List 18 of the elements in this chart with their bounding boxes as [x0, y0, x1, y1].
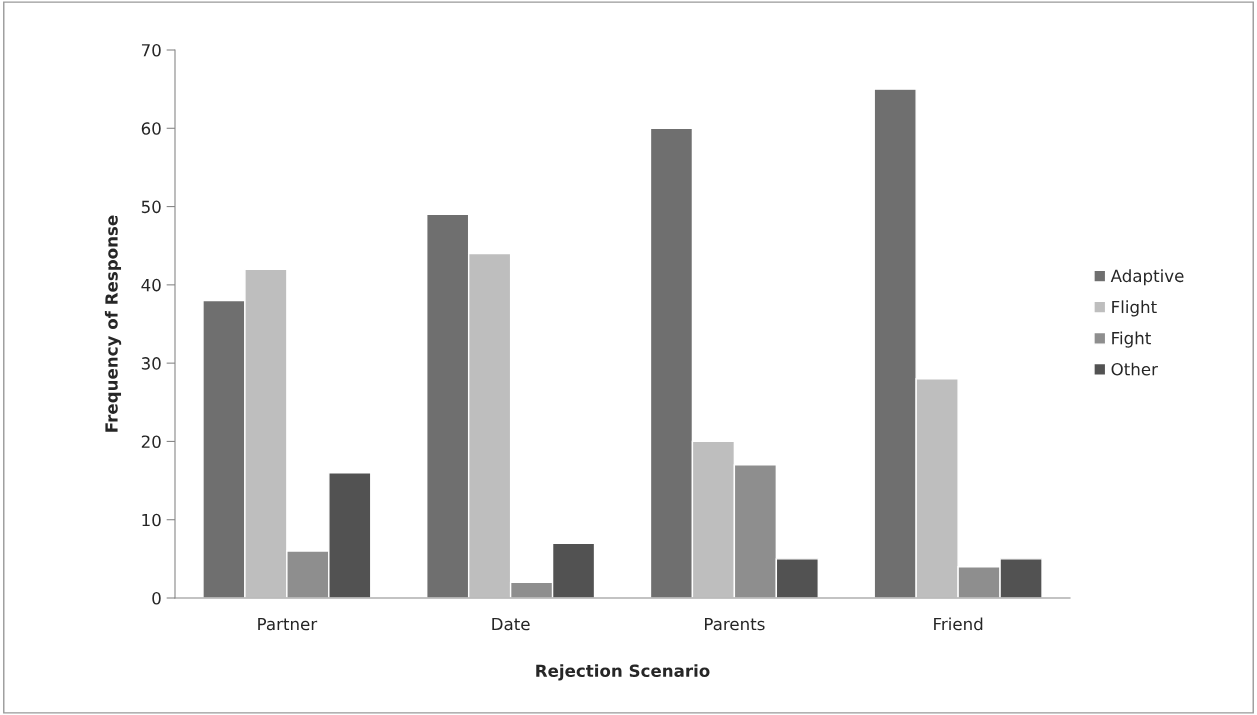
y-tick-label: 0 [152, 591, 161, 605]
y-tick-label: 70 [141, 43, 161, 57]
y-tick-label: 30 [141, 357, 161, 370]
y-tick-label: 50 [141, 200, 161, 214]
x-tick-label: Partner [258, 617, 318, 631]
legend-label: Other [1111, 362, 1158, 376]
y-tick-label: 40 [141, 278, 161, 292]
y-tick-label: 10 [142, 513, 161, 527]
legend-label: Adaptive [1110, 269, 1184, 286]
x-tick-label: Date [492, 617, 530, 631]
legend-label: Flight [1112, 300, 1157, 317]
y-tick-label: 60 [141, 122, 161, 135]
x-axis-title: Rejection Scenario [536, 664, 710, 681]
y-tick-label: 20 [141, 435, 161, 448]
y-axis-title: Frequency of Response [104, 215, 122, 432]
legend-label: Fight [1112, 331, 1151, 348]
x-tick-label: Parents [705, 617, 765, 631]
x-tick-label: Friend [934, 617, 983, 631]
